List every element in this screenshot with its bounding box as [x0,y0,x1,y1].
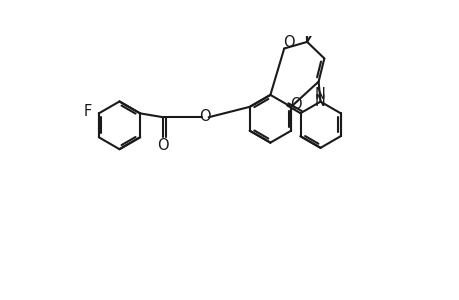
Text: N: N [314,94,325,109]
Text: O: O [157,138,169,153]
Text: O: O [289,97,301,112]
Text: N: N [313,87,325,102]
Text: O: O [282,35,294,50]
Text: O: O [199,109,210,124]
Text: F: F [84,104,92,119]
